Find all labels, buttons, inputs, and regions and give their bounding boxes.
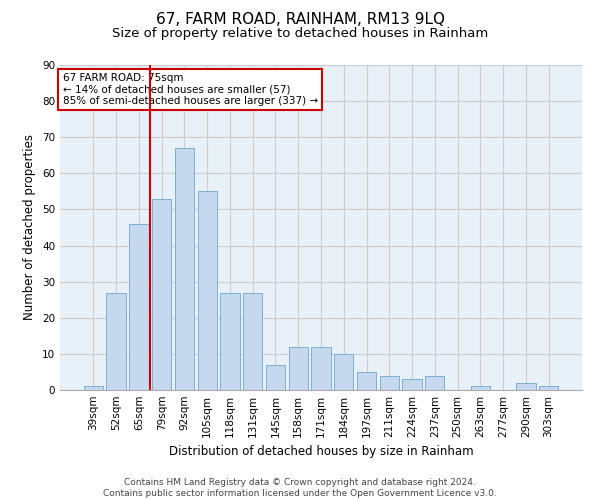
Bar xyxy=(425,376,445,390)
Bar xyxy=(129,224,149,390)
Bar xyxy=(403,379,422,390)
Text: 67 FARM ROAD: 75sqm
← 14% of detached houses are smaller (57)
85% of semi-detach: 67 FARM ROAD: 75sqm ← 14% of detached ho… xyxy=(62,73,318,106)
Text: 67, FARM ROAD, RAINHAM, RM13 9LQ: 67, FARM ROAD, RAINHAM, RM13 9LQ xyxy=(155,12,445,28)
Text: Contains HM Land Registry data © Crown copyright and database right 2024.
Contai: Contains HM Land Registry data © Crown c… xyxy=(103,478,497,498)
Bar xyxy=(197,192,217,390)
Bar xyxy=(289,346,308,390)
Y-axis label: Number of detached properties: Number of detached properties xyxy=(23,134,37,320)
Bar xyxy=(266,364,285,390)
Bar xyxy=(380,376,399,390)
Text: Size of property relative to detached houses in Rainham: Size of property relative to detached ho… xyxy=(112,28,488,40)
Bar xyxy=(175,148,194,390)
Bar xyxy=(516,383,536,390)
Bar xyxy=(106,292,126,390)
Bar xyxy=(311,346,331,390)
Bar xyxy=(243,292,262,390)
Bar xyxy=(470,386,490,390)
Bar xyxy=(334,354,353,390)
Bar xyxy=(152,198,172,390)
Bar xyxy=(84,386,103,390)
X-axis label: Distribution of detached houses by size in Rainham: Distribution of detached houses by size … xyxy=(169,446,473,458)
Bar xyxy=(539,386,558,390)
Bar xyxy=(220,292,239,390)
Bar xyxy=(357,372,376,390)
